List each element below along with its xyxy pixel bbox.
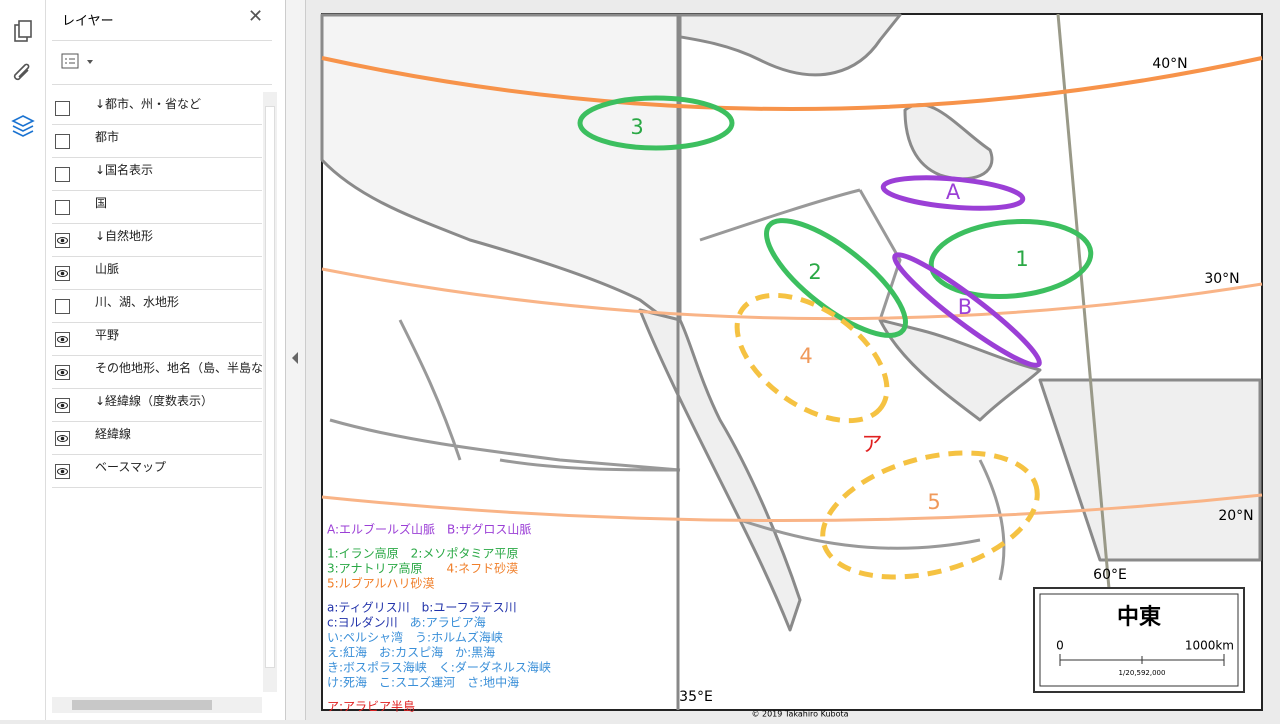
scrollbar[interactable] xyxy=(263,92,277,692)
layer-name: その他地形、地名（島、半島な xyxy=(95,361,264,375)
layer-row[interactable]: 平野 xyxy=(52,323,262,356)
scale-end: 1000km xyxy=(1185,639,1234,653)
layer-row[interactable]: 都市 xyxy=(52,125,262,158)
visibility-eye[interactable] xyxy=(55,332,70,347)
map-title: 中東 xyxy=(1117,605,1161,630)
parallel-30 xyxy=(321,267,1263,321)
layer-name: 平野 xyxy=(95,328,120,342)
layer-name: 山脈 xyxy=(95,262,120,276)
parallels xyxy=(321,56,1263,523)
visibility-eye[interactable] xyxy=(55,464,70,479)
region-label: ア xyxy=(862,432,883,456)
layers-icon[interactable] xyxy=(11,115,35,137)
parallel-20 xyxy=(321,493,1263,523)
divider xyxy=(52,40,272,41)
layer-name: ↓都市、州・省など xyxy=(95,97,202,111)
latitude-label: 20°N xyxy=(1218,508,1253,524)
layer-row[interactable]: 川、湖、水地形 xyxy=(52,290,262,323)
panel-title: レイヤー xyxy=(62,14,114,29)
region-label: A xyxy=(946,180,961,204)
visibility-eye[interactable] xyxy=(55,398,70,413)
layer-name: 国 xyxy=(95,196,108,210)
legend-text: け:死海 こ:スエズ運河 さ:地中海 xyxy=(327,675,519,690)
layer-row[interactable]: 山脈 xyxy=(52,257,262,290)
title-box xyxy=(1033,587,1245,693)
latitude-label: 40°N xyxy=(1152,56,1187,72)
legend-text: あ:アラビア海 xyxy=(410,615,486,630)
visibility-checkbox[interactable] xyxy=(55,299,70,314)
legend-text: え:紅海 お:カスピ海 か:黒海 xyxy=(327,645,495,660)
region-label: B xyxy=(958,295,972,319)
visibility-checkbox[interactable] xyxy=(55,200,70,215)
scale-bar xyxy=(1059,654,1225,666)
longitude-label: 60°E xyxy=(1093,567,1127,583)
borders xyxy=(329,188,1006,581)
region-label: 2 xyxy=(808,260,821,284)
visibility-eye[interactable] xyxy=(55,233,70,248)
tool-strip xyxy=(0,0,46,720)
map: 40°N 30°N 20°N 35°E 60°E 3 A 1 2 B 4 5 ア A:エルブールズ山脈 B… xyxy=(320,13,1263,719)
visibility-eye[interactable] xyxy=(55,365,70,380)
layer-name: ↓自然地形 xyxy=(95,229,154,243)
legend-text: a:ティグリス川 b:ユーフラテス川 xyxy=(327,601,517,615)
visibility-eye[interactable] xyxy=(55,266,70,281)
legend-text: い:ペルシャ湾 う:ホルムズ海峡 xyxy=(327,630,503,645)
layer-name: 川、湖、水地形 xyxy=(95,295,180,309)
layer-name: 都市 xyxy=(95,130,120,144)
layer-row[interactable]: その他地形、地名（島、半島な xyxy=(52,356,264,389)
options-button[interactable] xyxy=(60,52,100,72)
layer-name: ↓国名表示 xyxy=(95,163,154,177)
legend-text: 3:アナトリア高原 xyxy=(327,561,446,576)
scale-start: 0 xyxy=(1056,639,1064,653)
legend-text: 4:ネフド砂漠 xyxy=(446,562,518,576)
title-box-inner xyxy=(1039,593,1239,687)
region-ellipses xyxy=(577,95,1094,580)
layer-row[interactable]: ↓国名表示 xyxy=(52,158,262,191)
scale-ratio: 1/20,592,000 xyxy=(1119,669,1166,677)
visibility-checkbox[interactable] xyxy=(55,134,70,149)
layer-row[interactable]: ↓自然地形 xyxy=(52,224,262,257)
layer-name: ベースマップ xyxy=(95,460,167,474)
layer-row[interactable]: ベースマップ xyxy=(52,455,262,488)
legend-text: A:エルブールズ山脈 B:ザグロス山脈 xyxy=(327,522,531,537)
legend-text: ア:アラビア半島 xyxy=(327,699,415,714)
visibility-checkbox[interactable] xyxy=(55,101,70,116)
collapse-gutter xyxy=(286,0,306,720)
legend-text: き:ボスポラス海峡 く:ダーダネルス海峡 xyxy=(327,660,551,675)
h-scrollbar[interactable] xyxy=(52,697,262,713)
longitude-label: 35°E xyxy=(679,689,713,705)
layer-name: 経緯線 xyxy=(95,427,132,441)
layer-row[interactable]: 国 xyxy=(52,191,262,224)
legend-text: c:ヨルダン川 xyxy=(327,615,410,630)
layers-panel: レイヤー ✕ ↓都市、州・省など 都市 ↓国名表示国 ↓自然地形山脈川、湖、水地形 平野… xyxy=(46,0,286,720)
region-label: 1 xyxy=(1015,247,1028,271)
visibility-eye[interactable] xyxy=(55,431,70,446)
region-label: 4 xyxy=(799,344,812,368)
close-button[interactable]: ✕ xyxy=(248,6,264,27)
divider xyxy=(52,84,272,85)
legend-text: 1:イラン高原 2:メソポタミア平原 xyxy=(327,546,518,561)
region-label: 3 xyxy=(630,115,643,139)
layer-row[interactable]: ↓都市、州・省など xyxy=(52,92,262,125)
parallel-40 xyxy=(321,56,1263,111)
copyright: © 2019 Takahiro Kubota xyxy=(751,710,848,719)
attach-icon[interactable] xyxy=(13,63,30,81)
collapse-arrow[interactable] xyxy=(292,352,298,364)
tool-icons xyxy=(11,20,35,137)
layer-row[interactable]: ↓経緯線（度数表示） xyxy=(52,389,262,422)
layer-name: ↓経緯線（度数表示） xyxy=(95,394,214,408)
legend-text: 5:ルブアルハリ砂漠 xyxy=(327,576,435,591)
latitude-label: 30°N xyxy=(1204,271,1239,287)
region-label: 5 xyxy=(927,490,940,514)
layer-row[interactable]: 経緯線 xyxy=(52,422,262,455)
visibility-checkbox[interactable] xyxy=(55,167,70,182)
